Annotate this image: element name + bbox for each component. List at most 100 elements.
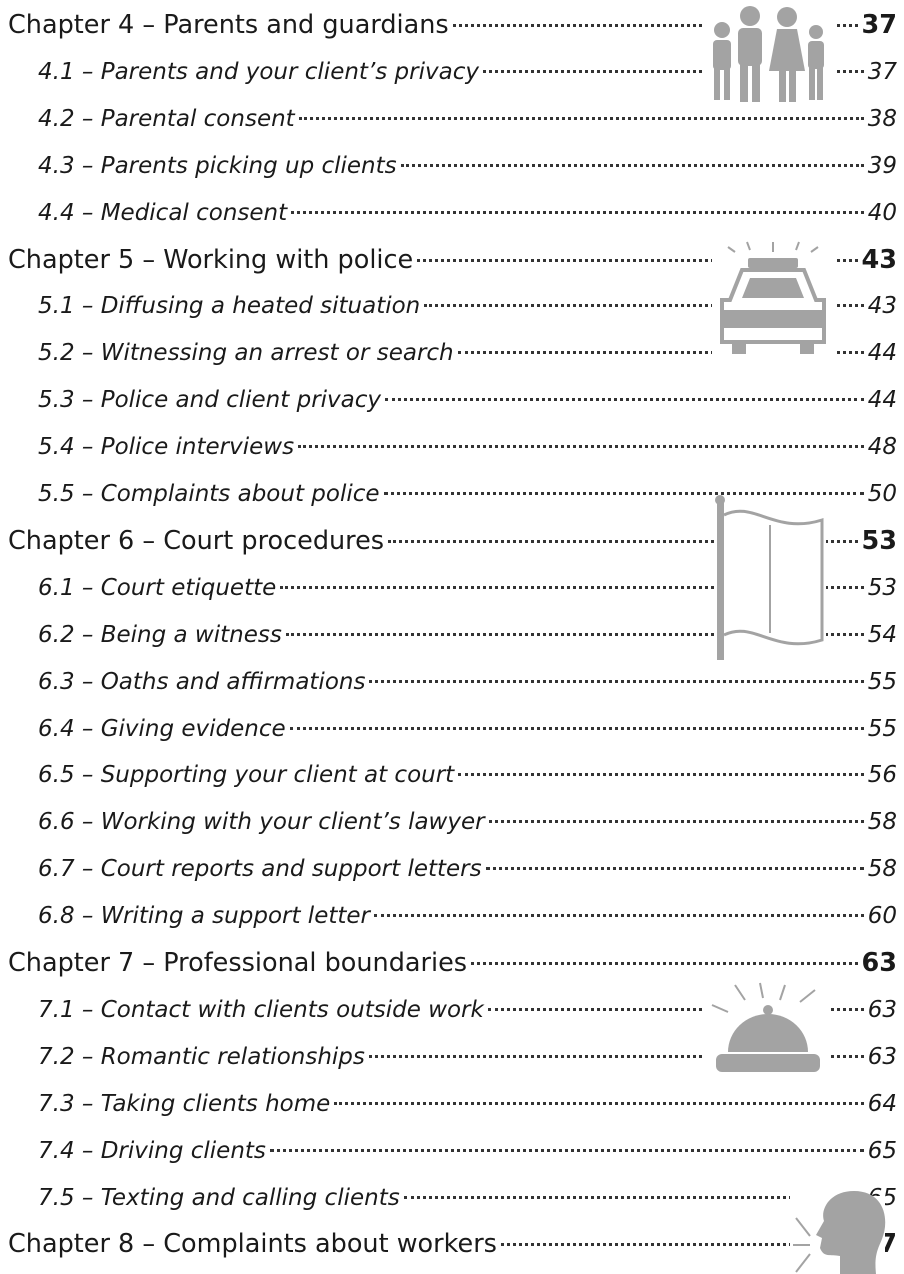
- chapter-entry: Chapter 4 – Parents and guardians 37: [8, 5, 897, 45]
- chapter-entry: Chapter 6 – Court procedures 53: [8, 521, 897, 561]
- section-entry-title: 5.3 – Police and client privacy: [38, 387, 382, 414]
- section-entry-title: 7.1 – Contact with clients outside work: [38, 996, 484, 1023]
- section-entry-title: 6.6 – Working with your client’s lawyer: [38, 809, 485, 836]
- section-entry-title: 7.4 – Driving clients: [38, 1137, 266, 1164]
- chapter-entry-page: 53: [861, 525, 898, 556]
- section-entry-title: 5.1 – Diffusing a heated situation: [38, 293, 421, 320]
- section-entry: 6.8 – Writing a support letter 60: [38, 896, 897, 936]
- section-entry: 6.7 – Court reports and support letters 5…: [38, 849, 897, 889]
- section-entry-title: 7.5 – Texting and calling clients: [38, 1184, 400, 1211]
- leader-dots: [487, 1007, 864, 1011]
- section-entry-page: 38: [867, 105, 897, 132]
- section-entry: 4.2 – Parental consent 38: [38, 99, 897, 139]
- section-entry: 5.3 – Police and client privacy 44: [38, 380, 897, 420]
- section-entry: 5.2 – Witnessing an arrest or search 44: [38, 333, 897, 373]
- section-entry-title: 4.3 – Parents picking up clients: [38, 152, 397, 179]
- police-car-icon: [712, 241, 834, 356]
- leader-dots: [298, 116, 864, 120]
- section-entry-page: 50: [867, 481, 897, 507]
- section-entry-page: 56: [867, 762, 897, 789]
- leader-dots: [383, 492, 864, 495]
- chapter-entry-page: 43: [861, 244, 898, 275]
- section-entry: 7.3 – Taking clients home 64: [38, 1084, 897, 1124]
- section-entry: 6.5 – Supporting your client at court 56: [38, 755, 897, 795]
- section-entry-page: 65: [867, 1137, 897, 1164]
- section-entry: 6.2 – Being a witness 54: [38, 615, 897, 655]
- section-entry-title: 5.5 – Complaints about police: [38, 481, 380, 507]
- section-entry-title: 4.1 – Parents and your client’s privacy: [38, 58, 479, 85]
- section-entry: 6.1 – Court etiquette 53: [38, 568, 897, 608]
- leader-dots: [452, 24, 858, 27]
- chapter-entry: Chapter 5 – Working with police 43: [8, 240, 897, 280]
- leader-dots: [458, 773, 864, 777]
- leader-dots: [269, 1148, 864, 1152]
- leader-dots: [482, 69, 864, 73]
- section-entry-title: 6.8 – Writing a support letter: [38, 903, 370, 930]
- chapter-entry: Chapter 7 – Professional boundaries 63: [8, 943, 897, 983]
- leader-dots: [500, 1243, 858, 1247]
- section-entry: 6.3 – Oaths and affirmations 55: [38, 662, 897, 702]
- leader-dots: [368, 1054, 864, 1058]
- section-entry-title: 6.2 – Being a witness: [38, 621, 282, 648]
- section-entry-title: 6.7 – Court reports and support letters: [38, 856, 482, 883]
- section-entry-page: 48: [867, 434, 897, 461]
- leader-dots: [280, 585, 864, 589]
- section-entry: 5.4 – Police interviews 48: [38, 427, 897, 467]
- leader-dots: [385, 398, 864, 402]
- section-entry-page: 58: [867, 856, 897, 883]
- section-entry: 7.2 – Romantic relationships 63: [38, 1037, 897, 1077]
- section-entry-page: 39: [867, 152, 897, 179]
- section-entry-title: 6.4 – Giving evidence: [38, 715, 286, 742]
- section-entry: 7.1 – Contact with clients outside work 6…: [38, 990, 897, 1030]
- leader-dots: [291, 210, 864, 214]
- section-entry-page: 63: [867, 996, 897, 1023]
- leader-dots: [417, 258, 858, 262]
- section-entry-title: 6.5 – Supporting your client at court: [38, 762, 455, 789]
- section-entry-page: 53: [867, 574, 897, 601]
- section-entry-page: 55: [867, 715, 897, 742]
- bell-icon: [705, 982, 830, 1078]
- chapter-entry-title: Chapter 5 – Working with police: [8, 244, 414, 275]
- leader-dots: [298, 445, 864, 449]
- section-entry-title: 6.3 – Oaths and affirmations: [38, 668, 366, 695]
- leader-dots: [488, 820, 864, 824]
- section-entry: 4.1 – Parents and your client’s privacy 3…: [38, 52, 897, 92]
- leader-dots: [457, 351, 864, 355]
- leader-dots: [285, 632, 864, 636]
- section-entry: 7.4 – Driving clients 65: [38, 1131, 897, 1171]
- family-icon: [705, 5, 835, 105]
- chapter-entry-title: Chapter 7 – Professional boundaries: [8, 948, 468, 978]
- section-entry-title: 5.4 – Police interviews: [38, 434, 295, 461]
- section-entry-title: 7.3 – Taking clients home: [38, 1090, 331, 1117]
- leader-dots: [424, 304, 864, 308]
- section-entry-page: 58: [867, 809, 897, 836]
- section-entry-title: 7.2 – Romantic relationships: [38, 1043, 365, 1070]
- section-entry-page: 55: [867, 668, 897, 695]
- section-entry: 4.3 – Parents picking up clients 39: [38, 146, 897, 186]
- leader-dots: [485, 867, 864, 871]
- section-entry-page: 44: [867, 340, 897, 367]
- section-entry: 5.5 – Complaints about police 50: [38, 474, 897, 514]
- leader-dots: [373, 914, 864, 918]
- speaking-head-icon: [790, 1191, 886, 1274]
- leader-dots: [334, 1101, 864, 1105]
- chapter-entry-title: Chapter 8 – Complaints about workers: [8, 1229, 497, 1260]
- section-entry-title: 5.2 – Witnessing an arrest or search: [38, 340, 454, 367]
- section-entry: 6.4 – Giving evidence 55: [38, 709, 897, 749]
- section-entry-title: 6.1 – Court etiquette: [38, 574, 277, 601]
- section-entry-page: 40: [867, 199, 897, 226]
- chapter-entry-title: Chapter 6 – Court procedures: [8, 525, 385, 556]
- chapter-entry-title: Chapter 4 – Parents and guardians: [8, 10, 449, 40]
- section-entry-title: 4.2 – Parental consent: [38, 105, 295, 132]
- section-entry-page: 63: [867, 1043, 897, 1070]
- leader-dots: [471, 962, 858, 965]
- section-entry-page: 43: [867, 293, 897, 320]
- chapter-entry-page: 63: [861, 948, 898, 978]
- section-entry: 5.1 – Diffusing a heated situation 43: [38, 286, 897, 326]
- section-entry-page: 44: [867, 387, 897, 414]
- leader-dots: [289, 726, 864, 730]
- section-entry-title: 4.4 – Medical consent: [38, 199, 288, 226]
- section-entry-page: 54: [867, 621, 897, 648]
